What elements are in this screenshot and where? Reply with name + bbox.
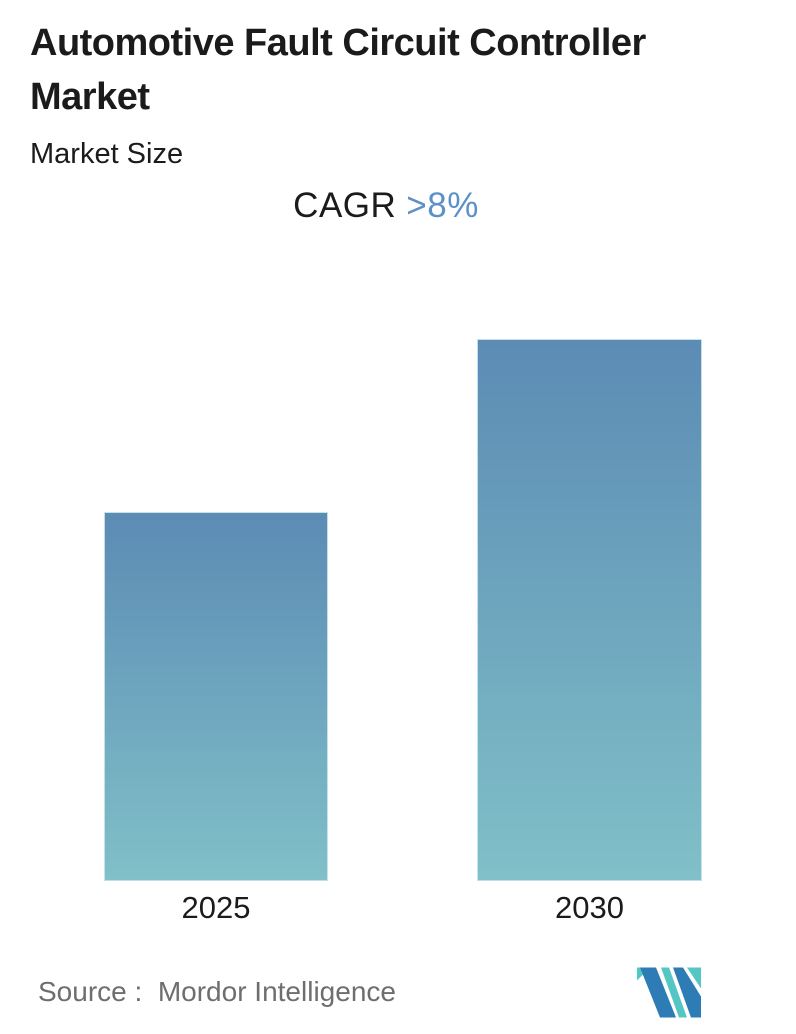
x-tick-label-2025: 2025 <box>181 890 251 925</box>
logo-right-diagonal <box>673 967 701 1018</box>
cagr-annotation: CAGR >8% <box>0 186 772 226</box>
cagr-value: >8% <box>406 186 479 225</box>
logo-top-right-triangle <box>687 967 701 989</box>
cagr-label: CAGR <box>293 186 397 225</box>
chart-title: Automotive Fault Circuit Controller Mark… <box>30 22 646 118</box>
logo-left-diagonal <box>640 967 676 1018</box>
x-tick-label-2030: 2030 <box>555 890 624 925</box>
source-text: Source : Mordor Intelligence <box>38 976 396 1007</box>
bar-2025 <box>104 512 328 881</box>
bar-2030 <box>477 339 702 881</box>
chart-subtitle: Market Size <box>30 138 184 170</box>
logo-middle-diagonal <box>661 967 687 1018</box>
mordor-intelligence-logo <box>637 967 701 1018</box>
